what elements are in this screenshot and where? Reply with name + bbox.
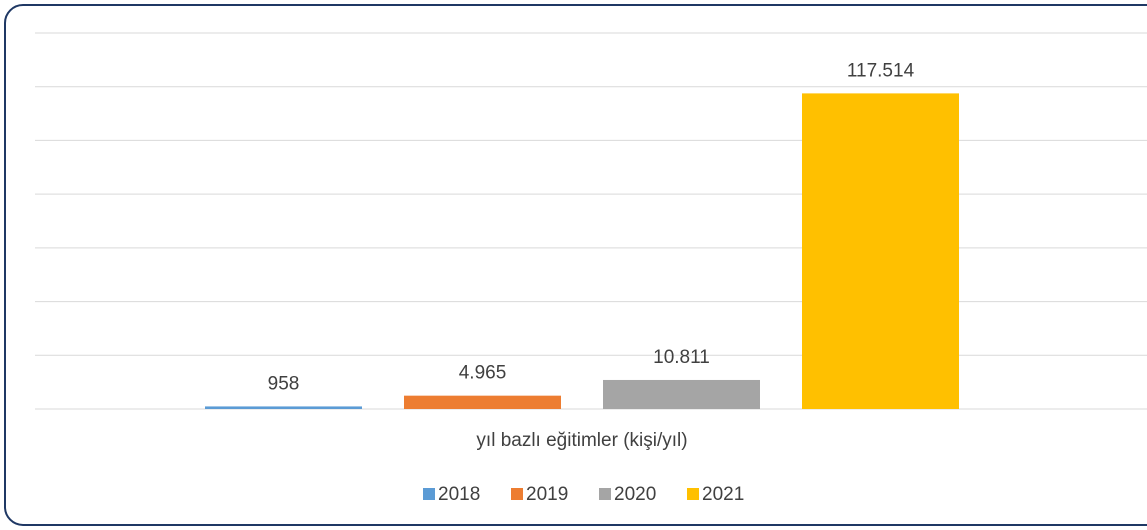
legend-swatch [599, 488, 611, 500]
legend-label: 2021 [702, 484, 744, 505]
legend-swatch [687, 488, 699, 500]
bar [802, 93, 959, 410]
legend-swatch [511, 488, 523, 500]
bar [205, 406, 362, 409]
data-label: 958 [268, 373, 300, 394]
legend-label: 2019 [526, 484, 568, 505]
legend-label: 2018 [438, 484, 480, 505]
bar [603, 379, 760, 409]
data-label: 117.514 [847, 60, 915, 81]
legend-label: 2020 [614, 484, 656, 505]
legend-swatch [423, 488, 435, 500]
data-label: 4.965 [459, 363, 507, 384]
data-label: 10.811 [653, 347, 710, 368]
bar [404, 395, 561, 409]
x-tick-label: yıl bazlı eğitimler (kişi/yıl) [476, 430, 687, 451]
